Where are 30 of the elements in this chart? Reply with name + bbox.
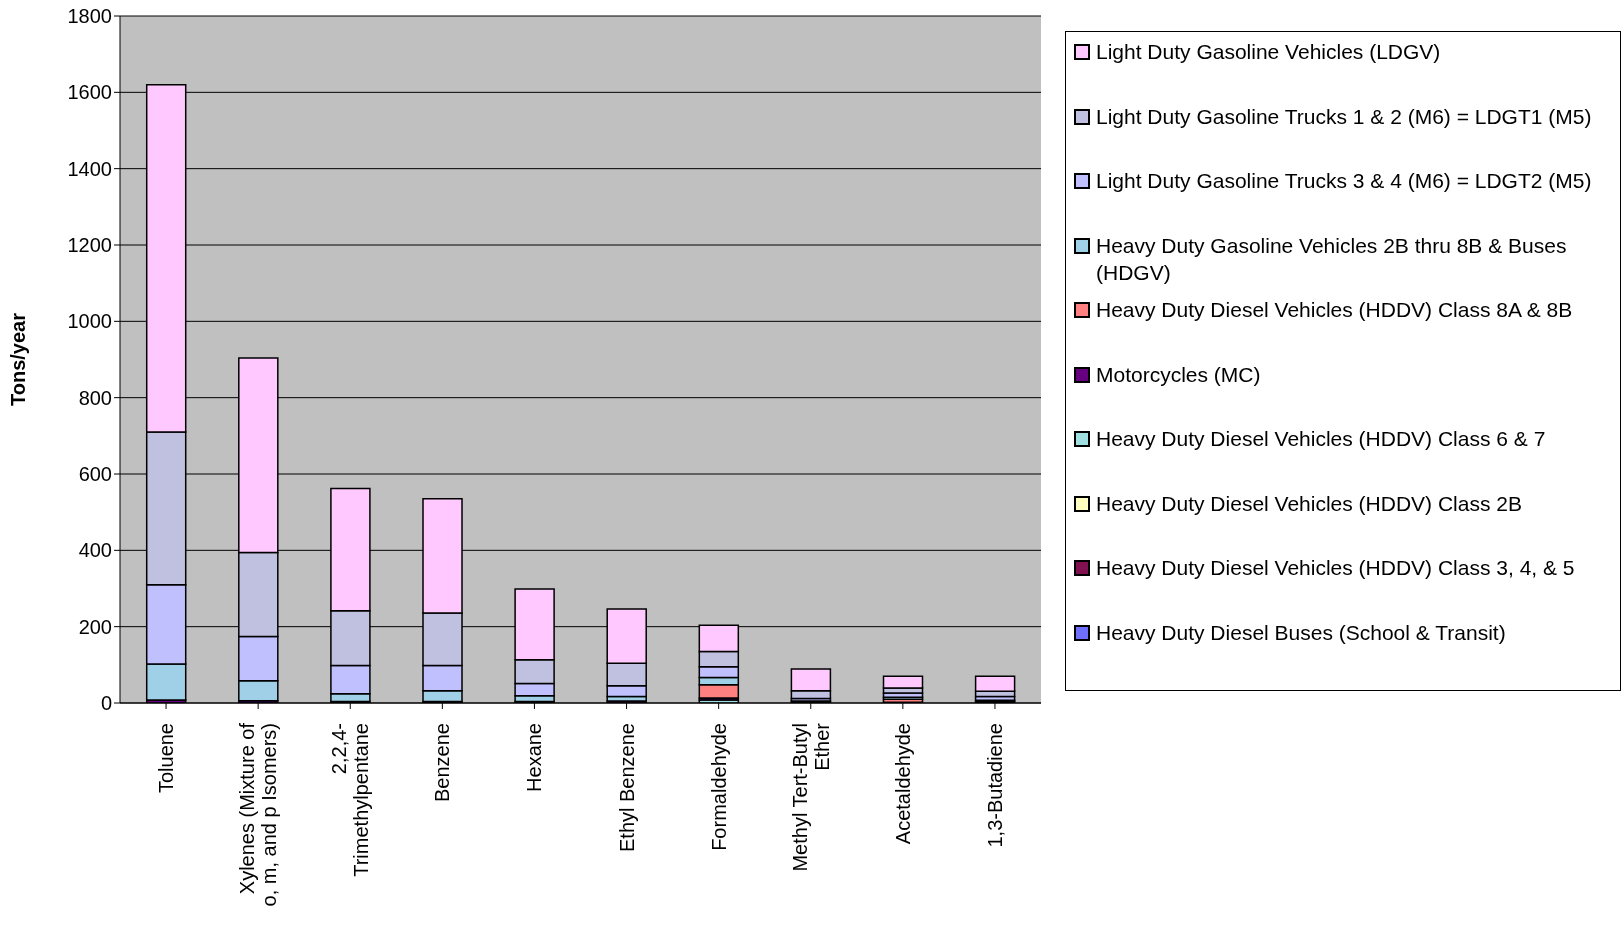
legend-label: Heavy Duty Diesel Vehicles (HDDV) Class 2B xyxy=(1096,490,1522,517)
y-tick-label: 1200 xyxy=(67,234,112,257)
x-tick-label: Hexane xyxy=(523,723,546,792)
legend-label: Light Duty Gasoline Trucks 1 & 2 (M6) = LDGT1 (M5) xyxy=(1096,103,1592,130)
x-tick-label: Toluene xyxy=(155,723,178,794)
x-tick-label: Formaldehyde xyxy=(707,723,730,851)
legend-label: Heavy Duty Diesel Buses (School & Transit) xyxy=(1096,619,1506,646)
legend-label: Heavy Duty Diesel Vehicles (HDDV) Class 3, 4, & 5 xyxy=(1096,555,1575,581)
x-tick-label: Benzene xyxy=(431,723,454,802)
x-tick-label: Ethyl Benzene xyxy=(615,723,638,852)
legend-label: Heavy Duty Diesel Vehicles (HDDV) Class 8A & 8B xyxy=(1096,297,1573,323)
legend-label: Light Duty Gasoline Trucks 3 & 4 (M6) = LDGT2 (M5) xyxy=(1096,168,1592,194)
y-tick-label: 1000 xyxy=(67,310,112,333)
x-tick-label: 1,3-Butadiene xyxy=(983,723,1006,848)
y-axis-title: Tons/year xyxy=(7,312,30,406)
y-tick-label: 1600 xyxy=(67,81,112,104)
legend-label: Motorcycles (MC) xyxy=(1096,361,1261,388)
y-tick-label: 600 xyxy=(78,463,112,486)
y-tick-label: 1800 xyxy=(67,5,112,28)
y-tick-label: 400 xyxy=(78,539,112,562)
y-tick-label: 1400 xyxy=(67,157,112,180)
y-tick-label: 800 xyxy=(78,386,112,409)
legend-label: Light Duty Gasoline Vehicles (LDGV) xyxy=(1096,39,1441,65)
x-tick-label: Xylenes (Mixture of o, m, and p Isomers) xyxy=(236,722,281,907)
y-tick-label: 0 xyxy=(100,692,112,715)
legend-label: Heavy Duty Gasoline Vehicles 2B thru 8B & Buses (HDGV) xyxy=(1096,232,1568,286)
x-tick-label: Acetaldehyde xyxy=(891,723,914,845)
y-tick-label: 200 xyxy=(78,615,112,638)
x-tick-label: Methyl Tert-Butyl Ether xyxy=(788,722,833,872)
legend-label: Heavy Duty Diesel Vehicles (HDDV) Class 6 & 7 xyxy=(1096,426,1546,452)
